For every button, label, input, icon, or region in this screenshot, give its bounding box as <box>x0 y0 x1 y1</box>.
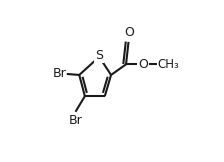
Text: O: O <box>138 58 148 71</box>
Text: S: S <box>95 49 103 62</box>
Text: Br: Br <box>52 67 66 81</box>
Text: Br: Br <box>69 114 82 127</box>
Text: O: O <box>124 26 134 39</box>
Text: CH₃: CH₃ <box>158 58 180 71</box>
